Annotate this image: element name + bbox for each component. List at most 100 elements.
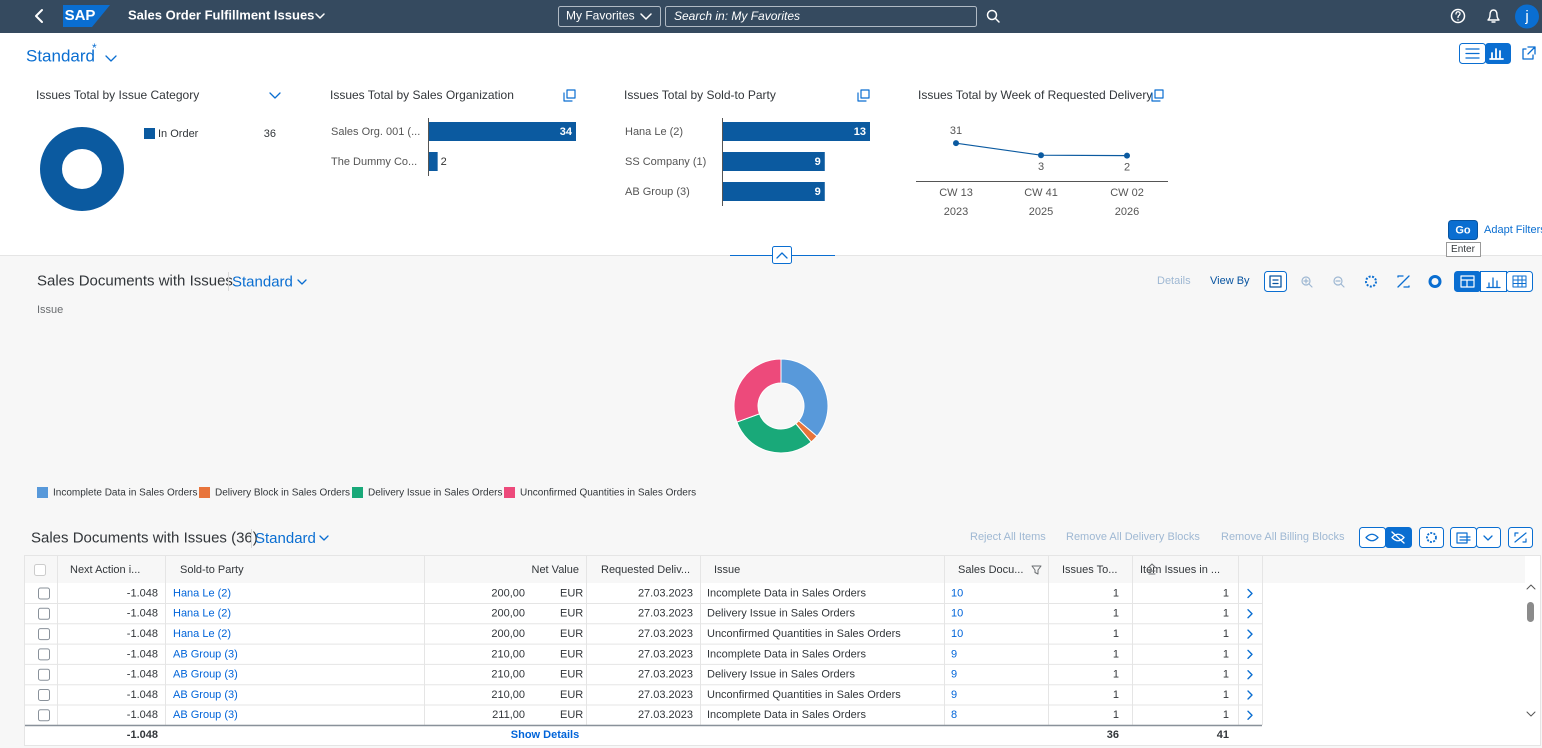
bar-value-label: 2 xyxy=(441,156,447,168)
bar[interactable] xyxy=(723,182,825,201)
line-point[interactable] xyxy=(1124,153,1130,159)
sold-to-party-link[interactable]: Hana Le (2) xyxy=(173,628,231,640)
view-table-button[interactable] xyxy=(1507,272,1533,292)
issue-cell: Incomplete Data in Sales Orders xyxy=(707,587,866,599)
line-subcategory-label: 2025 xyxy=(1029,206,1053,218)
legend-label[interactable]: Delivery Block in Sales Orders xyxy=(215,488,350,499)
net-value-cell: 210,00 xyxy=(491,689,525,701)
table-action-button[interactable]: Reject All Items xyxy=(970,531,1046,543)
export-menu-button[interactable] xyxy=(1477,528,1501,548)
line-point[interactable] xyxy=(953,140,959,146)
scrollbar-thumb[interactable] xyxy=(1527,602,1534,622)
collapse-button[interactable] xyxy=(773,247,792,264)
sales-document-link[interactable]: 10 xyxy=(951,608,963,620)
requested-delivery-cell: 27.03.2023 xyxy=(638,628,693,640)
row-checkbox[interactable] xyxy=(39,608,50,619)
sales-document-link[interactable]: 9 xyxy=(951,689,957,701)
footer-issues-total: 36 xyxy=(1107,729,1119,741)
net-value-cell: 211,00 xyxy=(492,709,525,721)
net-value-cell: 200,00 xyxy=(491,628,525,640)
sold-to-party-link[interactable]: AB Group (3) xyxy=(173,709,238,721)
item-issues-cell: 1 xyxy=(1223,689,1229,701)
legend-swatch xyxy=(144,128,155,139)
next-action-cell: -1.048 xyxy=(127,669,158,681)
app-title[interactable]: Sales Order Fulfillment Issues xyxy=(128,7,314,22)
legend-swatch xyxy=(37,487,48,498)
sap-logo: SAP xyxy=(65,7,96,24)
adapt-filters-button[interactable]: Adapt Filters xyxy=(1484,224,1542,236)
issue-cell: Incomplete Data in Sales Orders xyxy=(707,709,866,721)
issue-cell: Unconfirmed Quantities in Sales Orders xyxy=(707,689,901,701)
row-checkbox[interactable] xyxy=(39,669,50,680)
sold-to-party-link[interactable]: AB Group (3) xyxy=(173,669,238,681)
item-issues-cell: 1 xyxy=(1223,628,1229,640)
view-by-button[interactable]: View By xyxy=(1210,275,1250,287)
legend-label: In Order xyxy=(158,128,199,140)
column-header[interactable]: Issues To... xyxy=(1062,564,1117,576)
row-checkbox[interactable] xyxy=(39,690,50,701)
sales-document-link[interactable]: 10 xyxy=(951,587,963,599)
net-value-cell: 210,00 xyxy=(491,669,525,681)
column-header[interactable]: Requested Deliv... xyxy=(601,564,690,576)
user-initial: j xyxy=(1524,8,1528,25)
panel-title: Sales Documents with Issues xyxy=(37,272,233,289)
issues-total-cell: 1 xyxy=(1113,608,1119,620)
table-action-button[interactable]: Remove All Delivery Blocks xyxy=(1066,531,1200,543)
bar[interactable] xyxy=(723,152,825,171)
next-action-cell: -1.048 xyxy=(127,628,158,640)
footer-item-issues: 41 xyxy=(1217,729,1229,741)
sold-to-party-link[interactable]: Hana Le (2) xyxy=(173,608,231,620)
item-issues-cell: 1 xyxy=(1223,648,1229,660)
currency-cell: EUR xyxy=(560,608,583,620)
bar[interactable] xyxy=(429,122,576,141)
row-checkbox[interactable] xyxy=(39,588,50,599)
select-all-checkbox[interactable] xyxy=(35,565,46,576)
line-value-label: 31 xyxy=(950,125,962,137)
legend-label[interactable]: Delivery Issue in Sales Orders xyxy=(368,488,503,499)
column-header[interactable]: Sold-to Party xyxy=(180,564,244,576)
sold-to-party-link[interactable]: AB Group (3) xyxy=(173,648,238,660)
next-action-cell: -1.048 xyxy=(127,689,158,701)
sales-document-link[interactable]: 9 xyxy=(951,669,957,681)
line-point[interactable] xyxy=(1038,152,1044,158)
sales-document-link[interactable]: 10 xyxy=(951,628,963,640)
sold-to-party-link[interactable]: Hana Le (2) xyxy=(173,587,231,599)
issue-cell: Delivery Issue in Sales Orders xyxy=(707,608,855,620)
column-header[interactable]: Net Value xyxy=(532,564,580,576)
table-action-button[interactable]: Remove All Billing Blocks xyxy=(1221,531,1345,543)
legend-swatch xyxy=(199,487,210,498)
panel-variant[interactable]: Standard xyxy=(232,273,293,290)
sold-to-party-link[interactable]: AB Group (3) xyxy=(173,689,238,701)
column-header[interactable]: Issue xyxy=(714,564,740,576)
legend-toggle[interactable] xyxy=(1265,272,1287,292)
legend-label[interactable]: Incomplete Data in Sales Orders xyxy=(53,488,198,499)
sales-document-link[interactable]: 9 xyxy=(951,648,957,660)
column-header[interactable]: Next Action i... xyxy=(70,564,140,576)
line-category-label: CW 02 xyxy=(1110,187,1144,199)
variant-name[interactable]: Standard xyxy=(26,46,95,65)
legend-label[interactable]: Unconfirmed Quantities in Sales Orders xyxy=(520,488,696,499)
table-title: Sales Documents with Issues (36) xyxy=(31,529,258,546)
show-details-link[interactable]: Show Details xyxy=(511,729,579,741)
row-checkbox[interactable] xyxy=(39,629,50,640)
variant-modified: * xyxy=(92,41,97,55)
issues-total-cell: 1 xyxy=(1113,648,1119,660)
table-variant[interactable]: Standard xyxy=(255,530,316,547)
row-checkbox[interactable] xyxy=(39,649,50,660)
bar-value-label: 34 xyxy=(560,126,573,138)
table-settings-button[interactable] xyxy=(1420,528,1444,548)
sales-document-link[interactable]: 8 xyxy=(951,709,957,721)
show-items-button[interactable] xyxy=(1360,528,1386,548)
details-button[interactable]: Details xyxy=(1157,275,1191,287)
search-placeholder: Search in: My Favorites xyxy=(674,9,800,23)
line-subcategory-label: 2023 xyxy=(944,206,968,218)
filter-chart-title: Issues Total by Issue Category xyxy=(36,88,199,102)
line-value-label: 3 xyxy=(1038,161,1044,173)
filter-mode-chart-button[interactable] xyxy=(1486,44,1511,64)
currency-cell: EUR xyxy=(560,628,583,640)
next-action-cell: -1.048 xyxy=(127,587,158,599)
column-header[interactable]: Sales Docu... xyxy=(958,564,1023,576)
bar[interactable] xyxy=(429,152,438,171)
bar[interactable] xyxy=(723,122,870,141)
row-checkbox[interactable] xyxy=(39,710,50,721)
